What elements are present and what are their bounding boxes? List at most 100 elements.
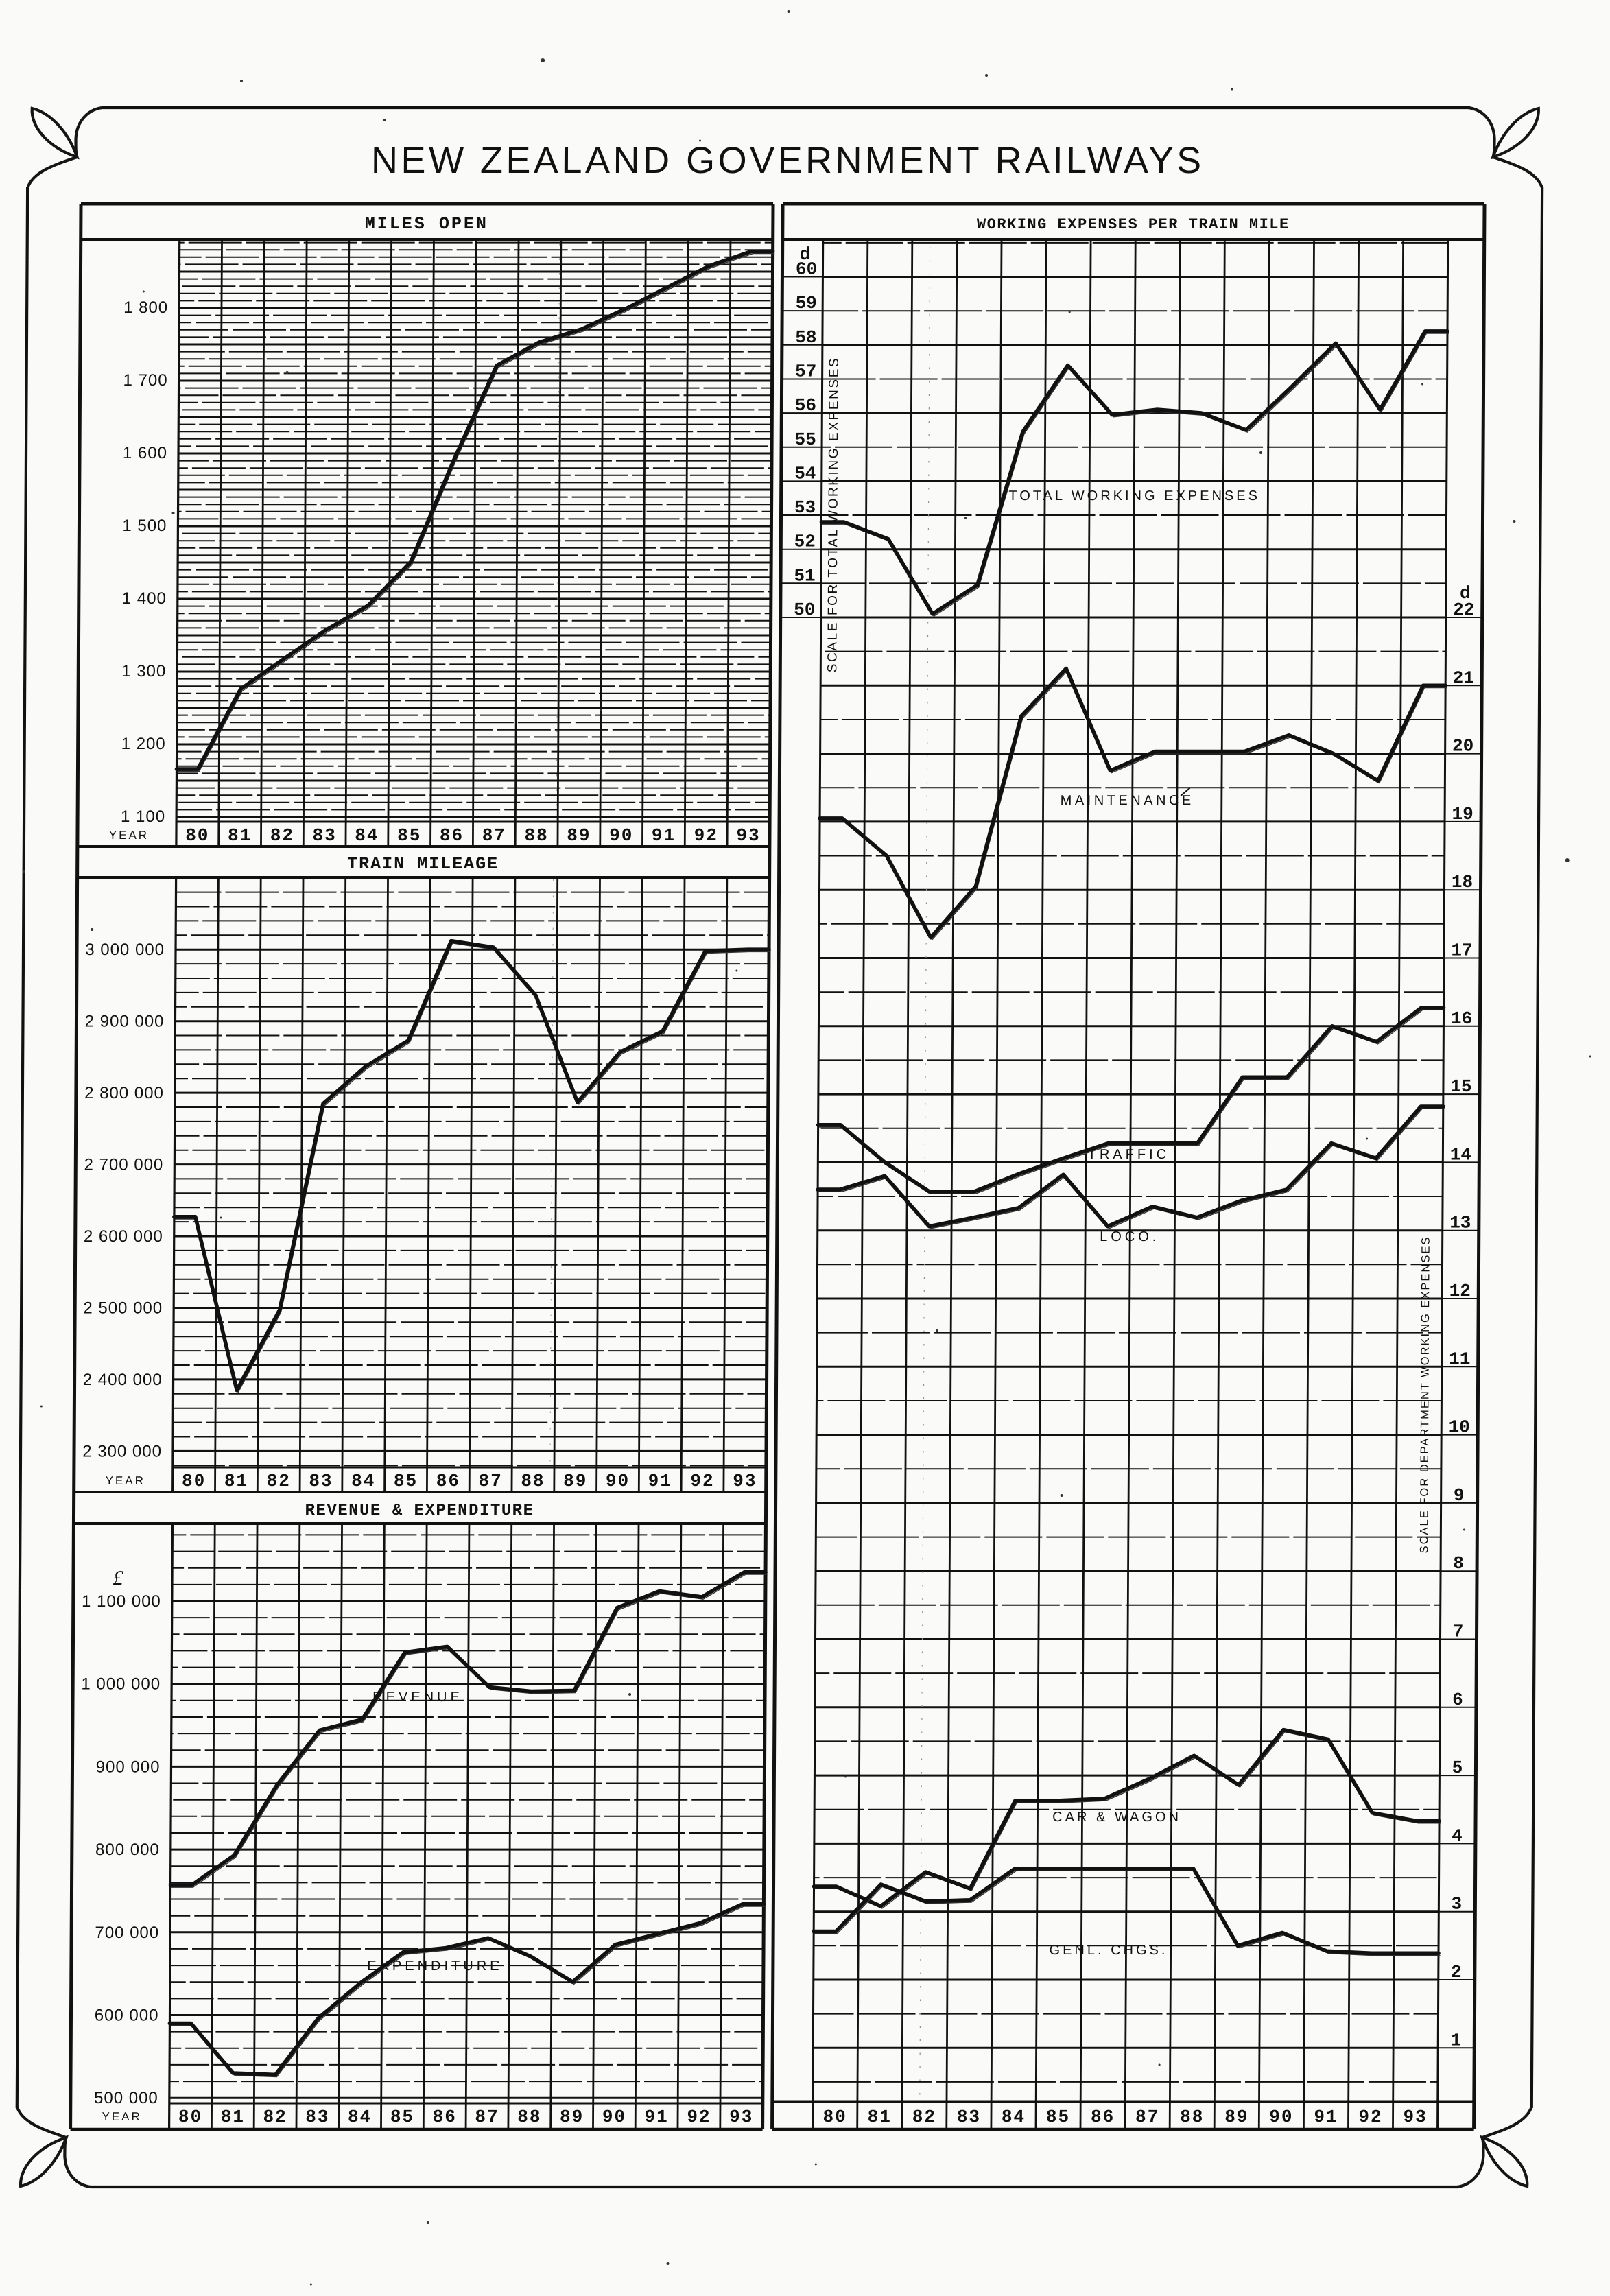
svg-text:15: 15	[1450, 1076, 1471, 1097]
svg-text:80: 80	[178, 2107, 202, 2127]
svg-text:TOTAL WORKING EXPENSES: TOTAL WORKING EXPENSES	[1008, 488, 1260, 504]
svg-text:83: 83	[957, 2107, 981, 2127]
svg-text:90: 90	[606, 1471, 630, 1491]
svg-text:84: 84	[351, 1471, 375, 1491]
svg-text:SCALE FOR TOTAL WORKING EXPENS: SCALE FOR TOTAL WORKING EXPENSES	[825, 357, 842, 672]
svg-text:87: 87	[478, 1471, 502, 1491]
svg-text:85: 85	[394, 1471, 418, 1491]
svg-text:81: 81	[868, 2107, 892, 2127]
svg-text:87: 87	[1135, 2107, 1159, 2127]
svg-text:1 100: 1 100	[121, 807, 165, 826]
svg-text:7: 7	[1453, 1622, 1464, 1642]
svg-text:86: 86	[433, 2107, 457, 2127]
svg-text:3: 3	[1452, 1894, 1463, 1915]
svg-text:REVENUE: REVENUE	[372, 1690, 463, 1705]
svg-text:91: 91	[652, 825, 676, 846]
svg-text:90: 90	[609, 825, 633, 846]
svg-text:51: 51	[794, 565, 815, 586]
svg-text:89: 89	[563, 1471, 587, 1491]
svg-text:17: 17	[1451, 940, 1472, 961]
svg-text:1 400: 1 400	[122, 589, 167, 608]
svg-text:90: 90	[602, 2107, 626, 2127]
svg-text:81: 81	[224, 1471, 248, 1491]
svg-text:20: 20	[1452, 736, 1473, 757]
svg-text:500 000: 500 000	[94, 2089, 158, 2107]
svg-text:86: 86	[436, 1471, 460, 1491]
svg-text:88: 88	[524, 825, 548, 846]
svg-text:2 800 000: 2 800 000	[84, 1084, 164, 1102]
svg-text:1 700: 1 700	[123, 371, 167, 390]
svg-text:GENL. CHGS.: GENL. CHGS.	[1049, 1943, 1168, 1958]
svg-text:56: 56	[795, 395, 816, 416]
svg-text:53: 53	[794, 497, 816, 518]
svg-text:LOCO.: LOCO.	[1100, 1229, 1159, 1244]
svg-text:86: 86	[1091, 2107, 1115, 2127]
svg-text:90: 90	[1269, 2107, 1293, 2127]
svg-text:YEAR: YEAR	[102, 2110, 141, 2123]
svg-text:84: 84	[1002, 2107, 1026, 2127]
svg-text:92: 92	[690, 1471, 714, 1491]
svg-text:2 400 000: 2 400 000	[83, 1371, 163, 1389]
svg-text:54: 54	[794, 463, 816, 484]
svg-text:6: 6	[1452, 1690, 1463, 1710]
svg-text:80: 80	[185, 825, 209, 846]
svg-text:2 600 000: 2 600 000	[84, 1227, 163, 1246]
svg-text:2 700 000: 2 700 000	[84, 1156, 163, 1174]
svg-text:1 300: 1 300	[121, 662, 166, 680]
svg-text:600 000: 600 000	[95, 2007, 159, 2025]
svg-text:81: 81	[221, 2107, 245, 2127]
svg-text:50: 50	[794, 600, 815, 620]
svg-text:MILES OPEN: MILES OPEN	[365, 214, 488, 234]
svg-text:93: 93	[1403, 2107, 1427, 2127]
svg-text:58: 58	[795, 327, 816, 348]
svg-text:22: 22	[1453, 600, 1474, 620]
svg-text:92: 92	[694, 825, 718, 846]
svg-text:1 600: 1 600	[123, 444, 167, 462]
svg-text:13: 13	[1449, 1213, 1471, 1233]
svg-text:4: 4	[1452, 1825, 1463, 1846]
svg-text:91: 91	[1314, 2107, 1338, 2127]
svg-text:2 900 000: 2 900 000	[85, 1013, 165, 1031]
svg-text:1 500: 1 500	[122, 517, 167, 535]
svg-text:89: 89	[567, 825, 591, 846]
svg-text:SCALE FOR DEPARTMENT WORKING E: SCALE FOR DEPARTMENT WORKING EXPENSES	[1418, 1236, 1432, 1554]
svg-text:TRAFFIC: TRAFFIC	[1088, 1147, 1170, 1162]
svg-text:57: 57	[795, 362, 816, 382]
svg-text:86: 86	[440, 825, 464, 846]
svg-text:CAR & WAGON: CAR & WAGON	[1052, 1810, 1181, 1825]
svg-text:82: 82	[263, 2107, 287, 2127]
svg-text:89: 89	[1224, 2107, 1248, 2127]
svg-text:93: 93	[729, 2107, 753, 2127]
svg-text:1 800: 1 800	[123, 298, 168, 317]
svg-text:92: 92	[687, 2107, 711, 2127]
svg-text:83: 83	[309, 1471, 333, 1491]
svg-text:8: 8	[1453, 1553, 1464, 1574]
svg-text:14: 14	[1450, 1144, 1471, 1165]
svg-text:10: 10	[1449, 1417, 1470, 1438]
svg-text:60: 60	[796, 259, 817, 280]
svg-text:93: 93	[736, 825, 760, 846]
svg-text:19: 19	[1452, 804, 1473, 825]
svg-text:9: 9	[1454, 1485, 1465, 1506]
svg-text:1 000 000: 1 000 000	[81, 1675, 161, 1694]
svg-text:YEAR: YEAR	[106, 1474, 145, 1487]
svg-text:88: 88	[1180, 2107, 1204, 2127]
svg-text:1 200: 1 200	[121, 735, 166, 753]
svg-text:700 000: 700 000	[95, 1924, 159, 1942]
svg-text:21: 21	[1453, 667, 1474, 688]
svg-text:85: 85	[390, 2107, 414, 2127]
svg-text:80: 80	[182, 1471, 206, 1491]
svg-text:1 100 000: 1 100 000	[82, 1592, 161, 1611]
svg-text:NEW ZEALAND GOVERNMENT RAILWAY: NEW ZEALAND GOVERNMENT RAILWAYS	[371, 140, 1205, 181]
svg-text:d: d	[800, 244, 811, 265]
svg-text:88: 88	[521, 1471, 545, 1491]
svg-text:85: 85	[397, 825, 421, 846]
svg-text:87: 87	[475, 2107, 499, 2127]
svg-text:YEAR: YEAR	[109, 829, 149, 842]
svg-text:87: 87	[482, 825, 506, 846]
svg-text:52: 52	[794, 532, 816, 552]
svg-text:2: 2	[1451, 1962, 1462, 1983]
svg-text:REVENUE & EXPENDITURE: REVENUE & EXPENDITURE	[305, 1502, 534, 1520]
svg-text:£: £	[113, 1567, 123, 1589]
svg-text:91: 91	[644, 2107, 668, 2127]
